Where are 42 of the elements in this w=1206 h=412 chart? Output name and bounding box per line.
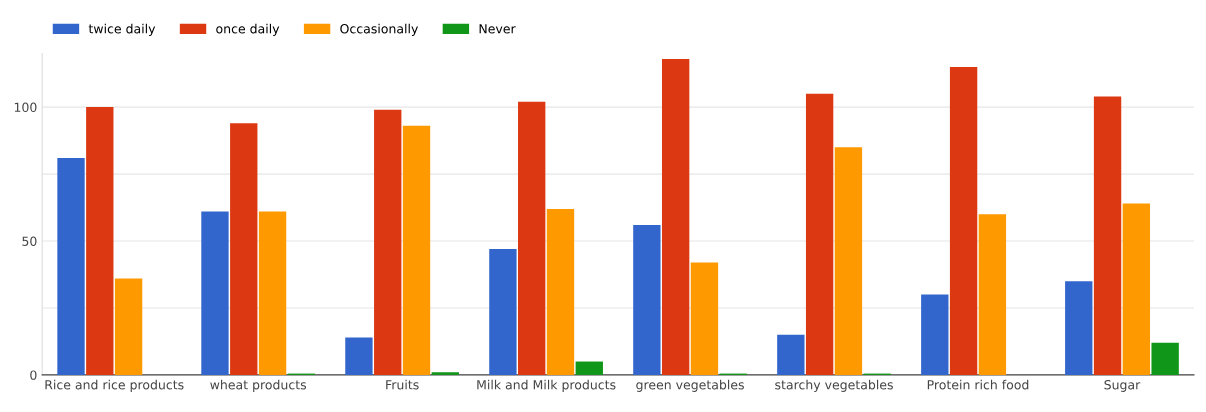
bar — [949, 66, 978, 375]
x-tick-label: green vegetables — [636, 379, 744, 392]
legend-label: twice daily — [88, 23, 156, 36]
bar — [374, 109, 402, 375]
bar — [518, 101, 546, 375]
bar — [1151, 342, 1179, 375]
legend-label: Occasionally — [340, 23, 419, 36]
bar — [921, 294, 949, 375]
x-tick-label: Protein rich food — [927, 379, 1029, 390]
x-tick-label: wheat products — [210, 379, 307, 392]
bar — [114, 278, 143, 375]
bar — [230, 123, 258, 375]
legend-label: Never — [479, 24, 516, 34]
x-tick-label: Rice and rice products — [45, 379, 184, 392]
bar — [489, 249, 517, 375]
bar — [57, 158, 85, 375]
y-tick-label: 100 — [14, 102, 37, 113]
x-tick-label: Sugar — [1104, 380, 1141, 392]
bar — [345, 337, 373, 375]
bar — [258, 211, 287, 375]
bar — [1122, 203, 1151, 375]
legend-label: once daily — [216, 23, 280, 36]
bar — [402, 125, 431, 375]
bar — [834, 147, 863, 375]
bar — [633, 224, 661, 375]
bar — [1093, 96, 1122, 375]
y-tick-label: 0 — [30, 370, 37, 380]
bar — [431, 372, 459, 375]
bar — [86, 107, 114, 375]
bar — [805, 93, 834, 375]
bar — [661, 58, 690, 375]
bar — [1065, 281, 1093, 375]
bar — [978, 214, 1007, 375]
bar — [546, 208, 575, 375]
x-tick-label: starchy vegetables — [775, 379, 893, 392]
bar — [201, 211, 229, 375]
x-tick-label: Milk and Milk products — [477, 379, 616, 392]
bar — [575, 361, 603, 375]
x-tick-label: Fruits — [386, 379, 419, 390]
y-tick-label: 50 — [22, 236, 37, 246]
bar — [777, 334, 805, 375]
bar — [690, 262, 719, 375]
